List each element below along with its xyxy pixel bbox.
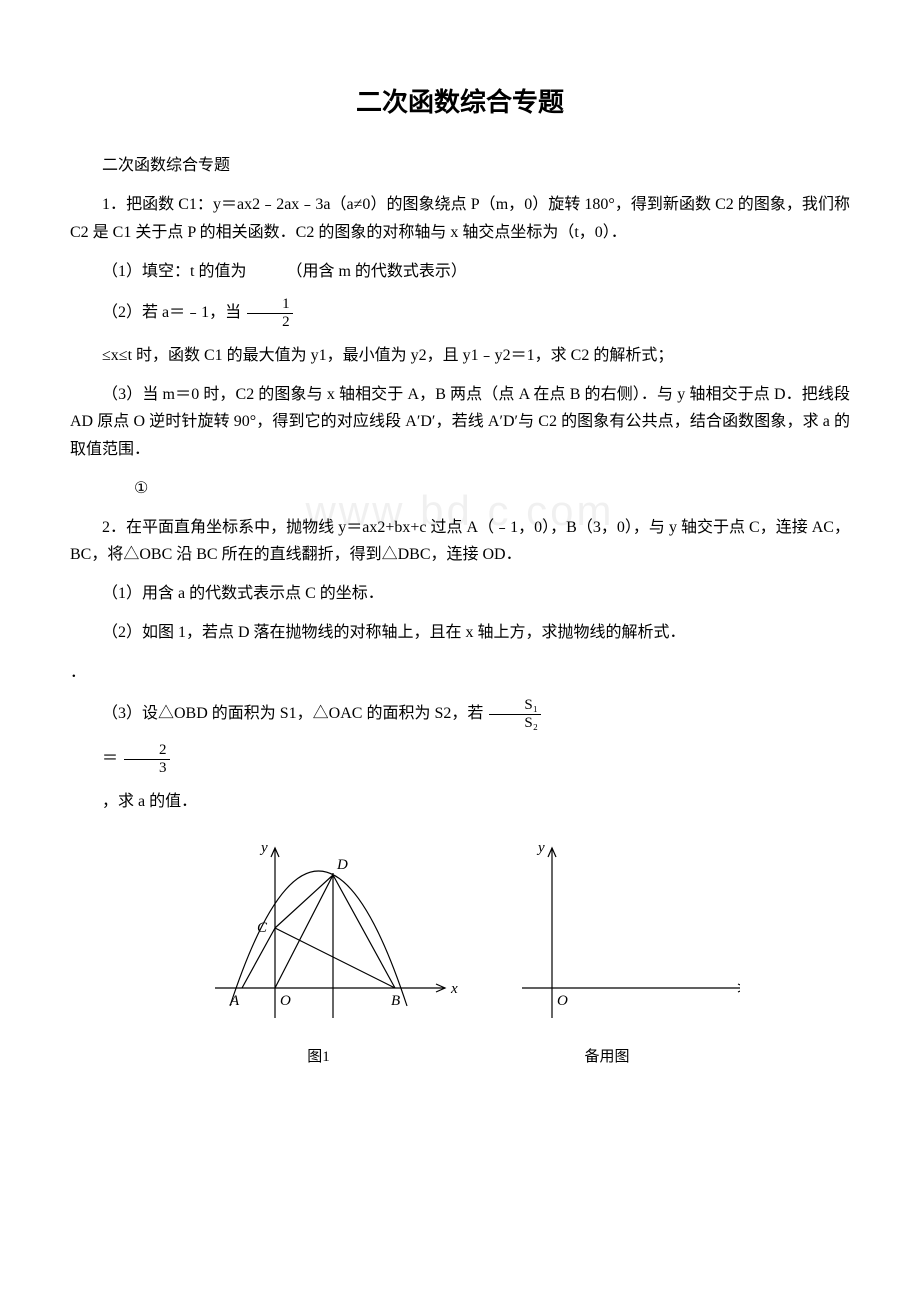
subtitle: 二次函数综合专题 bbox=[70, 152, 850, 179]
p2-sub3-eq: ＝ bbox=[102, 750, 118, 767]
problem-2-sub3-line3: ，求 a 的值． bbox=[70, 788, 850, 815]
problem-2-sub3-line1: （3）设△OBD 的面积为 S1，△OAC 的面积为 S2，若 S₁ S₂ bbox=[70, 698, 850, 731]
svg-text:备用图: 备用图 bbox=[584, 1048, 629, 1065]
problem-1-sub2-line2: ≤x≤t 时，函数 C1 的最大值为 y1，最小值为 y2，且 y1﹣y2＝1，… bbox=[70, 342, 850, 369]
svg-text:O: O bbox=[557, 993, 568, 1009]
fraction-half: 1 2 bbox=[247, 297, 293, 330]
problem-2-sub2: （2）如图 1，若点 D 落在抛物线的对称轴上，且在 x 轴上方，求抛物线的解析… bbox=[70, 619, 850, 646]
svg-text:y: y bbox=[536, 840, 545, 856]
circle-marker-1: ① bbox=[70, 475, 850, 502]
problem-2-sub3-line2: ＝ 2 3 bbox=[70, 743, 850, 776]
problem-2-sub1: （1）用含 a 的代数式表示点 C 的坐标． bbox=[70, 580, 850, 607]
problem-1-sub2-line1: （2）若 a＝﹣1，当 1 2 bbox=[70, 297, 850, 330]
circle-1-icon: ① bbox=[102, 475, 148, 502]
problem-2-intro: 2．在平面直角坐标系中，抛物线 y＝ax2+bx+c 过点 A（﹣1，0），B（… bbox=[70, 514, 850, 568]
problem-2-sub2-dot: ． bbox=[70, 659, 850, 686]
svg-text:图1: 图1 bbox=[307, 1048, 330, 1065]
page-title: 二次函数综合专题 bbox=[70, 80, 850, 124]
svg-text:B: B bbox=[391, 993, 400, 1009]
frac-2: 2 bbox=[124, 743, 170, 760]
svg-text:x: x bbox=[450, 981, 458, 997]
frac-3: 3 bbox=[124, 760, 170, 776]
problem-1-sub3: （3）当 m＝0 时，C2 的图象与 x 轴相交于 A，B 两点（点 A 在点 … bbox=[70, 381, 850, 463]
frac-s2: S₂ bbox=[489, 715, 541, 731]
frac-den: 2 bbox=[247, 314, 293, 330]
svg-text:C: C bbox=[257, 920, 268, 936]
svg-text:D: D bbox=[336, 857, 348, 873]
watermark-area: www bd c com ① 2．在平面直角坐标系中，抛物线 y＝ax2+bx+… bbox=[70, 475, 850, 569]
fraction-s1-s2: S₁ S₂ bbox=[489, 698, 541, 731]
svg-text:y: y bbox=[259, 840, 268, 856]
fraction-2-3: 2 3 bbox=[124, 743, 170, 776]
frac-s1: S₁ bbox=[489, 698, 541, 715]
problem-2-figure: xyOCDAB图1xyO备用图 bbox=[180, 833, 740, 1071]
problem-1-intro: 1．把函数 C1：y＝ax2﹣2ax﹣3a（a≠0）的图象绕点 P（m，0）旋转… bbox=[70, 191, 850, 245]
svg-text:A: A bbox=[229, 993, 240, 1009]
frac-num: 1 bbox=[247, 297, 293, 314]
p1-sub2-text-a: （2）若 a＝﹣1，当 bbox=[102, 304, 241, 321]
p2-sub3-text-a: （3）设△OBD 的面积为 S1，△OAC 的面积为 S2，若 bbox=[102, 705, 483, 722]
svg-text:O: O bbox=[280, 993, 291, 1009]
figure-container: xyOCDAB图1xyO备用图 bbox=[70, 833, 850, 1080]
problem-1-sub1: （1）填空：t 的值为 （用含 m 的代数式表示） bbox=[70, 258, 850, 285]
